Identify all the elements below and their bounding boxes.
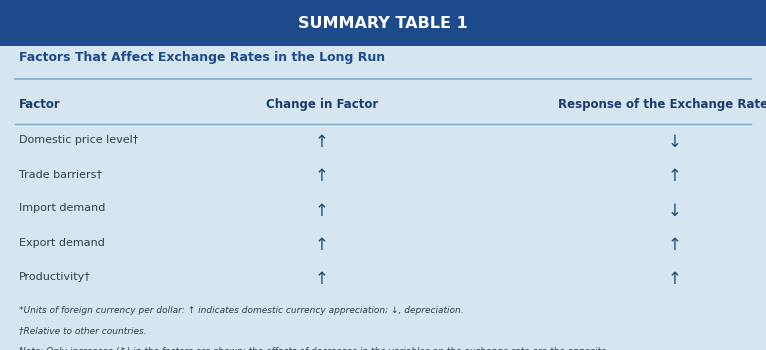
Text: Response of the Exchange Rate, E*: Response of the Exchange Rate, E* [558,98,766,111]
Text: Import demand: Import demand [19,203,106,214]
Text: ↑: ↑ [315,167,329,185]
Text: Trade barriers†: Trade barriers† [19,169,102,179]
Text: ↑: ↑ [667,236,681,254]
Text: ↑: ↑ [315,236,329,254]
Text: Export demand: Export demand [19,238,105,248]
Text: Factors That Affect Exchange Rates in the Long Run: Factors That Affect Exchange Rates in th… [19,51,385,64]
Text: ↑: ↑ [315,270,329,288]
Text: ↓: ↓ [667,202,681,219]
Text: Change in Factor: Change in Factor [266,98,378,111]
Text: Domestic price level†: Domestic price level† [19,135,139,145]
Text: SUMMARY TABLE 1: SUMMARY TABLE 1 [298,16,468,30]
Text: †Relative to other countries.: †Relative to other countries. [19,327,147,336]
Text: ↑: ↑ [667,167,681,185]
Text: Note: Only increases (↑) in the factors are shown; the effects of decreases in t: Note: Only increases (↑) in the factors … [19,347,607,350]
Text: ↓: ↓ [667,133,681,151]
Text: Factor: Factor [19,98,61,111]
Text: ↑: ↑ [315,202,329,219]
Text: ↑: ↑ [667,270,681,288]
Text: ↑: ↑ [315,133,329,151]
Text: Productivity†: Productivity† [19,272,91,282]
Text: *Units of foreign currency per dollar: ↑ indicates domestic currency appreciatio: *Units of foreign currency per dollar: ↑… [19,306,463,315]
